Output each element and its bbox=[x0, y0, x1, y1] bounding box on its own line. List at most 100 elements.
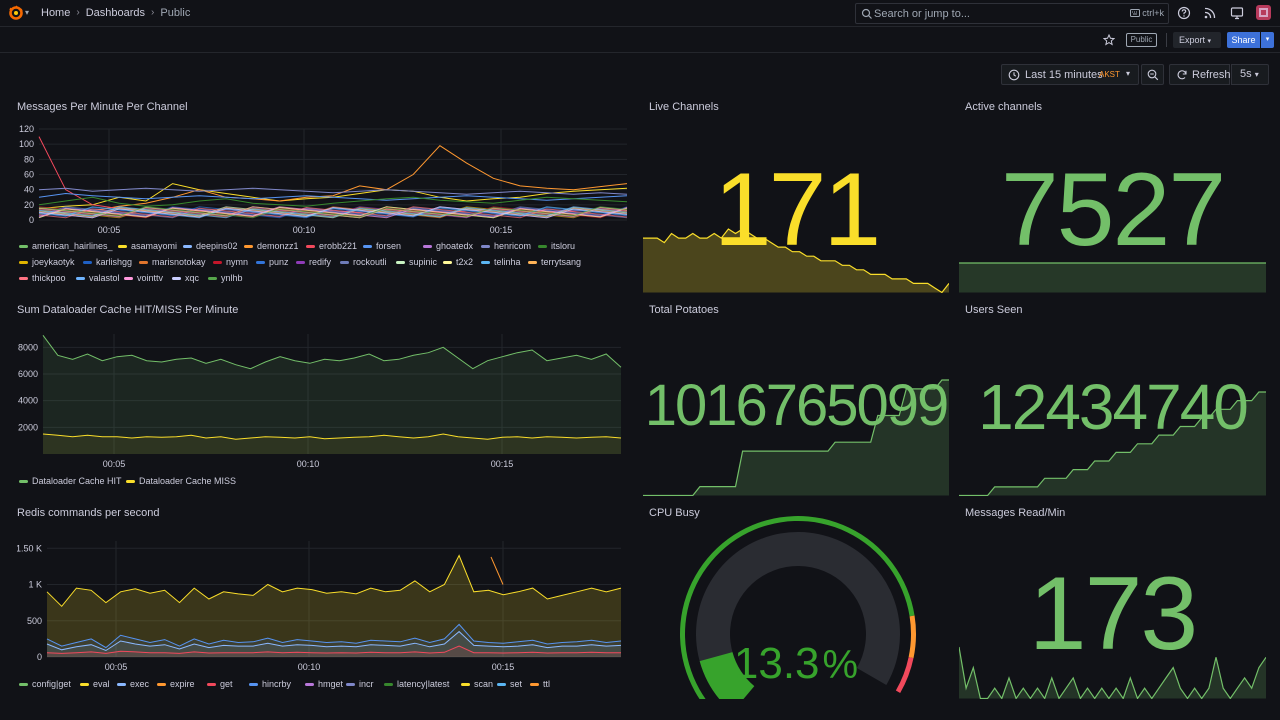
active-channels-sparkline bbox=[959, 262, 1266, 293]
legend-swatch bbox=[244, 244, 253, 248]
legend-item[interactable]: Dataloader Cache MISS bbox=[126, 476, 236, 486]
refresh-button[interactable]: Refresh bbox=[1169, 64, 1231, 85]
messages-read-sparkline bbox=[959, 646, 1266, 699]
star-favorite-icon[interactable] bbox=[1103, 34, 1115, 46]
legend-item[interactable]: itsloru bbox=[538, 241, 575, 251]
legend-swatch bbox=[363, 244, 372, 248]
y-tick-label: 0 bbox=[37, 652, 42, 662]
series-line-get bbox=[46, 645, 621, 654]
legend-item[interactable]: erobb221 bbox=[306, 241, 357, 251]
legend-label: vointtv bbox=[137, 273, 164, 283]
panel-messages-read[interactable]: Messages Read/Min 173 bbox=[959, 507, 1266, 699]
legend-swatch bbox=[384, 682, 393, 686]
x-tick-label: 00:10 bbox=[298, 662, 321, 672]
help-icon[interactable] bbox=[1177, 6, 1191, 20]
legend-item[interactable]: valastol bbox=[76, 273, 120, 283]
y-tick-label: 120 bbox=[19, 124, 34, 134]
legend-swatch bbox=[19, 276, 28, 280]
time-range-picker[interactable]: Last 15 minutes AKST ▾ bbox=[1001, 64, 1139, 85]
legend-item[interactable]: american_hairlines_ bbox=[19, 241, 113, 251]
legend-item[interactable]: latency|latest bbox=[384, 679, 449, 689]
panel-cpu-busy[interactable]: CPU Busy 13.3% bbox=[643, 507, 949, 699]
logo-chevron-down-icon[interactable]: ▾ bbox=[25, 8, 30, 17]
refresh-interval-picker[interactable]: 5s ▾ bbox=[1231, 64, 1269, 85]
legend-item[interactable]: deepins02 bbox=[183, 241, 238, 251]
legend-label: scan bbox=[474, 679, 494, 689]
sparkline-area bbox=[643, 229, 949, 293]
zoom-out-button[interactable] bbox=[1141, 64, 1164, 85]
legend-item[interactable]: expire bbox=[157, 679, 195, 689]
search-input[interactable] bbox=[874, 6, 1104, 21]
legend-swatch bbox=[340, 260, 349, 264]
user-avatar[interactable] bbox=[1256, 5, 1271, 20]
series-line-karlishgg bbox=[38, 206, 628, 219]
breadcrumb-dashboards[interactable]: Dashboards bbox=[85, 7, 146, 19]
legend-item[interactable]: demonzz1 bbox=[244, 241, 299, 251]
search-bar[interactable]: ctrl+k bbox=[855, 3, 1169, 24]
series-line-1 bbox=[42, 433, 622, 440]
grafana-logo-icon[interactable] bbox=[8, 5, 24, 21]
legend-label: ynlhb bbox=[221, 273, 243, 283]
legend-item[interactable]: xqc bbox=[172, 273, 199, 283]
share-dropdown-chevron-icon[interactable]: ▾ bbox=[1261, 32, 1274, 48]
panel-total-potatoes[interactable]: Total Potatoes 1016765099 bbox=[643, 304, 949, 496]
messages-per-minute-legend: american_hairlines_ asamayomi deepins02 dem… bbox=[19, 241, 629, 291]
chevron-down-icon: ▾ bbox=[1126, 69, 1131, 78]
legend-item[interactable]: asamayomi bbox=[118, 241, 177, 251]
legend-item[interactable]: thickpoo bbox=[19, 273, 66, 283]
chevron-down-icon: ▾ bbox=[1254, 70, 1259, 79]
rss-news-icon[interactable] bbox=[1203, 6, 1217, 20]
legend-swatch bbox=[139, 260, 148, 264]
legend-item[interactable]: get bbox=[207, 679, 233, 689]
share-button[interactable]: Share bbox=[1227, 32, 1260, 48]
legend-item[interactable]: terrytsang bbox=[528, 257, 581, 267]
legend-item[interactable]: ynlhb bbox=[208, 273, 243, 283]
legend-item[interactable]: rockoutli bbox=[340, 257, 387, 267]
series-line-rockoutli bbox=[38, 206, 628, 219]
legend-item[interactable]: karlishgg bbox=[83, 257, 132, 267]
legend-item[interactable]: joeykaotyk bbox=[19, 257, 75, 267]
dataloader-cache-chart: 2000 4000 6000 8000 00:05 00:10 00:15 bbox=[18, 334, 622, 469]
kiosk-monitor-icon[interactable] bbox=[1230, 6, 1244, 20]
sparkline-area bbox=[959, 263, 1266, 293]
panel-live-channels[interactable]: Live Channels 171 bbox=[643, 101, 949, 293]
legend-item[interactable]: Dataloader Cache HIT bbox=[19, 476, 122, 486]
legend-item[interactable]: hmget bbox=[305, 679, 343, 689]
legend-item[interactable]: hincrby bbox=[249, 679, 291, 689]
legend-item[interactable]: set bbox=[497, 679, 522, 689]
legend-item[interactable]: redify bbox=[296, 257, 331, 267]
legend-swatch bbox=[481, 260, 490, 264]
legend-item[interactable]: ghoatedx bbox=[423, 241, 473, 251]
panel-title: Messages Read/Min bbox=[965, 507, 1066, 519]
panel-users-seen[interactable]: Users Seen 12434740 bbox=[959, 304, 1266, 496]
export-button[interactable]: Export ▾ bbox=[1173, 32, 1221, 48]
legend-item[interactable]: punz bbox=[256, 257, 289, 267]
chevron-right-icon: › bbox=[76, 7, 80, 18]
legend-item[interactable]: ttl bbox=[530, 679, 550, 689]
legend-item[interactable]: nymn bbox=[213, 257, 248, 267]
legend-item[interactable]: telinha bbox=[481, 257, 521, 267]
panel-active-channels[interactable]: Active channels 7527 bbox=[959, 101, 1266, 293]
breadcrumb-home[interactable]: Home bbox=[41, 7, 71, 19]
keyboard-shortcut: ctrl+k bbox=[1130, 8, 1164, 18]
x-tick-label: 00:10 bbox=[297, 459, 320, 469]
y-tick-label: 40 bbox=[24, 185, 34, 195]
legend-item[interactable]: vointtv bbox=[124, 273, 163, 283]
legend-item[interactable]: henricom bbox=[481, 241, 531, 251]
legend-item[interactable]: eval bbox=[80, 679, 110, 689]
legend-label: ttl bbox=[543, 679, 551, 689]
legend-item[interactable]: config|get bbox=[19, 679, 71, 689]
legend-swatch bbox=[80, 682, 89, 686]
legend-item[interactable]: incr bbox=[346, 679, 374, 689]
legend-item[interactable]: marisnotokay bbox=[139, 257, 206, 267]
legend-item[interactable]: exec bbox=[117, 679, 149, 689]
series-line-nymn bbox=[38, 206, 628, 219]
legend-item[interactable]: supinic bbox=[396, 257, 437, 267]
legend-item[interactable]: scan bbox=[461, 679, 493, 689]
legend-item[interactable]: t2x2 bbox=[443, 257, 473, 267]
legend-item[interactable]: forsen bbox=[363, 241, 401, 251]
top-navbar: ▾ Home › Dashboards › Public ctrl+k bbox=[0, 0, 1280, 27]
panel-messages-per-minute[interactable]: Messages Per Minute Per Channel 0 20 40 60 8… bbox=[17, 101, 629, 291]
panel-dataloader-cache[interactable]: Sum Dataloader Cache HIT/MISS Per Minute… bbox=[17, 304, 629, 494]
